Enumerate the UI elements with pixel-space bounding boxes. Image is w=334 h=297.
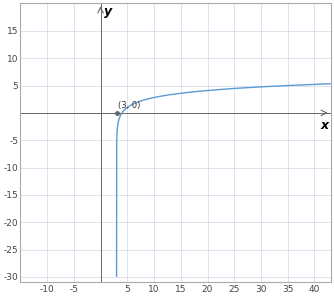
- Text: (3, 0): (3, 0): [118, 101, 141, 110]
- Text: x: x: [321, 119, 329, 132]
- Text: y: y: [104, 4, 112, 18]
